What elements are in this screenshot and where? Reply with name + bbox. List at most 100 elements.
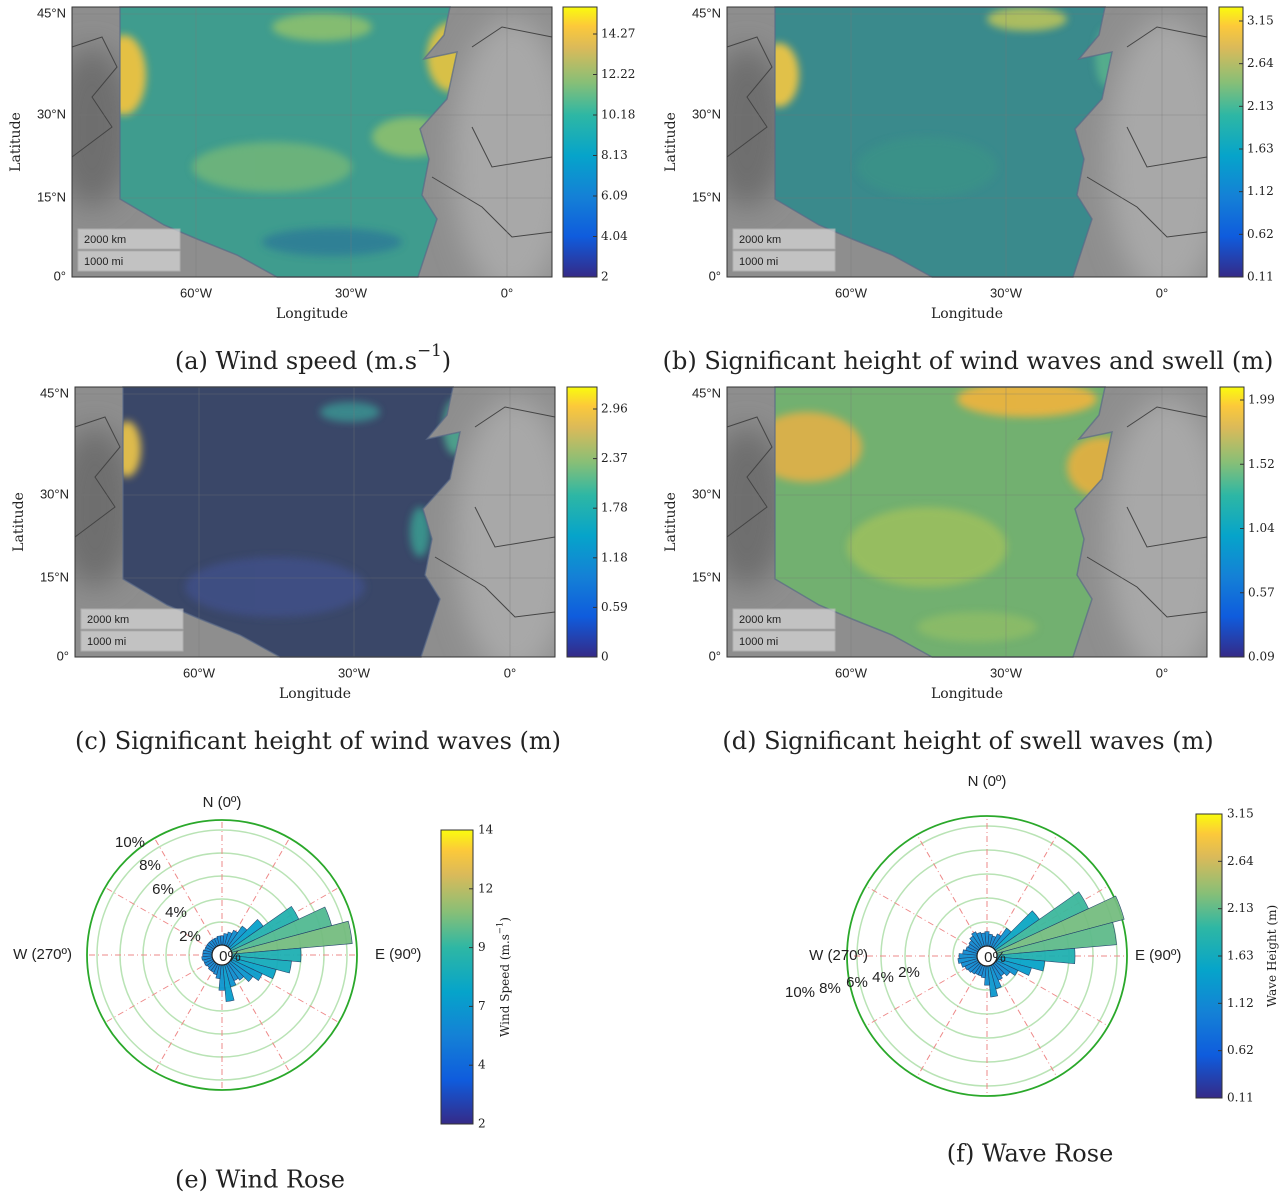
x-tick-label: 0° <box>1156 285 1168 300</box>
rose-center-label: 0% <box>219 948 241 965</box>
x-tick-label: 60°W <box>180 285 213 300</box>
field-blob <box>917 612 1037 642</box>
colorbar-tick-label: 12.22 <box>601 67 635 81</box>
rose-center-label: 0% <box>984 949 1006 966</box>
colorbar-tick-label: 1.12 <box>1227 996 1254 1010</box>
rose-ring-label: 6% <box>846 974 868 991</box>
map-panel: 2000 km1000 mi45°N30°N15°N0°60°W30°W0°Lo… <box>663 381 1227 702</box>
rose-ring-label: 8% <box>819 980 841 997</box>
y-tick-label: 15°N <box>37 189 66 204</box>
colorbar-tick-label: 1.78 <box>601 501 628 515</box>
rose-ring-label: 10% <box>785 984 815 1001</box>
x-axis-label: Longitude <box>279 686 351 702</box>
colorbar-tick-label: 7 <box>478 999 486 1013</box>
colorbar-label-text: Wave Height (m) <box>1265 905 1279 1007</box>
scale-label: 2000 km <box>84 234 126 246</box>
caption-text: (b) Significant height of wind waves and… <box>663 347 1274 375</box>
y-tick-label: 30°N <box>692 106 721 121</box>
rose-ring-label: 4% <box>872 969 894 986</box>
land-shade <box>1107 17 1227 297</box>
rose-north: N (0º) <box>203 794 242 811</box>
scale-label: 1000 mi <box>84 256 123 268</box>
colorbar-tick-label: 0 <box>601 650 609 664</box>
field-blob <box>272 13 372 41</box>
y-axis-label: Latitude <box>8 112 24 172</box>
x-tick-label: 30°W <box>335 285 368 300</box>
y-tick-label: 0° <box>709 648 721 663</box>
caption: (d) Significant height of swell waves (m… <box>722 727 1213 755</box>
colorbar: 1.991.521.040.570.09 <box>1220 387 1275 664</box>
x-axis-label: Longitude <box>276 306 348 322</box>
field-blob <box>192 142 352 192</box>
land-shade <box>452 17 572 297</box>
x-tick-label: 60°W <box>835 285 868 300</box>
caption: (e) Wind Rose <box>175 1166 345 1194</box>
y-axis-label: Latitude <box>11 492 27 552</box>
y-axis-label: Latitude <box>663 112 679 172</box>
caption-tail: ) <box>442 347 451 375</box>
rose-ring-label: 4% <box>165 904 187 921</box>
rose-ring-label: 6% <box>152 881 174 898</box>
y-tick-label: 15°N <box>692 569 721 584</box>
colorbar-label-sup: −1 <box>494 922 504 934</box>
colorbar-fill <box>1220 387 1244 657</box>
caption: (a) Wind speed (m.s−1) <box>175 340 451 375</box>
colorbar-tick-label: 1.63 <box>1227 949 1254 963</box>
x-tick-label: 0° <box>501 285 513 300</box>
colorbar-tick-label: 14 <box>478 823 494 837</box>
colorbar-tick-label: 0.59 <box>601 600 628 614</box>
x-tick-label: 60°W <box>835 665 868 680</box>
y-tick-label: 15°N <box>692 189 721 204</box>
y-tick-label: 15°N <box>40 569 69 584</box>
y-tick-label: 30°N <box>692 486 721 501</box>
colorbar-tick-label: 0.62 <box>1227 1043 1254 1057</box>
x-tick-label: 60°W <box>183 665 216 680</box>
colorbar: 14.2712.2210.188.136.094.042 <box>563 7 635 284</box>
caption-text: (d) Significant height of swell waves (m… <box>722 727 1213 755</box>
colorbar-fill <box>567 387 597 657</box>
colorbar-label-text: Wind Speed (m.s <box>498 934 512 1037</box>
caption-text: (a) Wind speed (m.s <box>175 347 417 375</box>
colorbar-tick-label: 2.13 <box>1247 99 1274 113</box>
field-blob <box>987 7 1067 31</box>
colorbar-tick-label: 1.12 <box>1247 184 1274 198</box>
y-tick-label: 0° <box>57 648 69 663</box>
caption-text: (c) Significant height of wind waves (m) <box>75 727 561 755</box>
colorbar-tick-label: 1.52 <box>1248 457 1275 471</box>
y-tick-label: 0° <box>54 268 66 283</box>
rose: 0%2%4%6%8%10%N (0º)E (90º)W (270º) <box>13 794 421 1090</box>
colorbar-tick-label: 2 <box>478 1117 486 1131</box>
x-tick-label: 0° <box>1156 665 1168 680</box>
y-axis-label: Latitude <box>663 492 679 552</box>
map-panel: 2000 km1000 mi45°N30°N15°N0°60°W30°W0°Lo… <box>663 5 1227 322</box>
scale-label: 2000 km <box>739 234 781 246</box>
y-tick-label: 45°N <box>692 5 721 20</box>
rose-west: W (270º) <box>13 946 72 963</box>
colorbar-tick-label: 2 <box>601 270 609 284</box>
rose-ring-label: 2% <box>179 928 201 945</box>
x-axis-label: Longitude <box>931 306 1003 322</box>
colorbar-tick-label: 2.13 <box>1227 901 1254 915</box>
colorbar-tick-label: 0.11 <box>1227 1091 1254 1105</box>
colorbar: 3.152.642.131.631.120.620.11 <box>1196 807 1254 1105</box>
x-tick-label: 30°W <box>990 285 1023 300</box>
rose-north: N (0º) <box>968 773 1007 790</box>
x-tick-label: 30°W <box>990 665 1023 680</box>
colorbar-tick-label: 12 <box>478 881 493 895</box>
colorbar-tick-label: 0.62 <box>1247 227 1274 241</box>
y-tick-label: 30°N <box>37 106 66 121</box>
colorbar-tick-label: 10.18 <box>601 108 635 122</box>
land-shade <box>1107 397 1227 677</box>
figure: 2000 km 1000 mi 45°N 30°N 15°N 0° 60°W 30°W 0° Lo… <box>0 0 1286 1197</box>
rose: 0%2%4%6%8%10%N (0º)E (90º)W (270º) <box>785 773 1181 1096</box>
x-tick-label: 30°W <box>338 665 371 680</box>
y-tick-label: 0° <box>709 268 721 283</box>
y-tick-label: 45°N <box>40 385 69 400</box>
field-blob <box>857 137 997 197</box>
colorbar-fill <box>563 7 597 277</box>
colorbar-label-tail: ) <box>498 917 512 922</box>
colorbar-tick-label: 0.11 <box>1247 270 1274 284</box>
